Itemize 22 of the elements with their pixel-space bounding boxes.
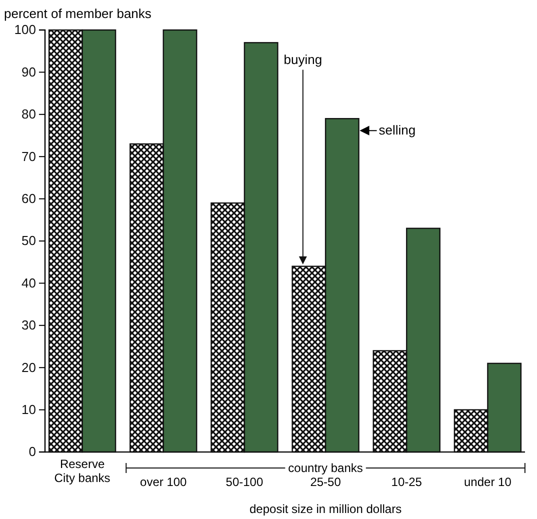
- y-tick-label: 40: [22, 275, 36, 290]
- x-tick-label: 25-50: [310, 475, 342, 489]
- y-tick-label: 10: [22, 402, 36, 417]
- series-label: selling: [378, 122, 416, 138]
- x-tick-label: 10-25: [391, 475, 422, 489]
- y-tick-label: 60: [22, 190, 36, 206]
- text: country banks: [288, 461, 363, 475]
- y-tick-label: 20: [22, 360, 36, 375]
- y-tick-label: 90: [22, 64, 36, 80]
- x-tick-label: under 10: [464, 475, 512, 489]
- y-tick-label: 80: [22, 106, 36, 122]
- y-tick-label: 30: [22, 318, 36, 333]
- x-tick-label: over 100: [140, 475, 188, 489]
- y-tick-label: 0: [28, 444, 36, 460]
- text: buying: [284, 52, 322, 67]
- y-tick-label: 70: [22, 148, 36, 164]
- y-tick-label: 50: [22, 233, 36, 248]
- y-tick-label: 100: [14, 22, 36, 38]
- x-tick-label: Reserve City banks: [54, 457, 110, 485]
- x-axis-title: deposit size in million dollars: [250, 502, 402, 516]
- y-axis-title: percent of member banks: [4, 6, 152, 21]
- x-tick-label: 50-100: [226, 475, 264, 489]
